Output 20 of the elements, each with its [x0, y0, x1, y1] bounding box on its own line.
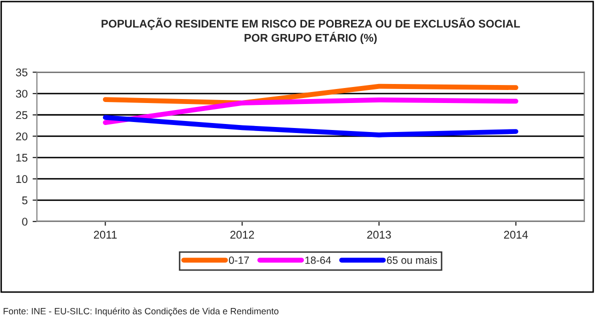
y-tick-label: 20	[16, 132, 28, 140]
y-tick-label: 35	[16, 68, 28, 76]
y-tick-label: 0	[22, 218, 28, 226]
chart-title: POPULAÇÃO RESIDENTE EM RISCO DE POBREZA OU DE EXCLUSÃO SOCIAL POR GRUPO ETÁRIO (%)	[102, 18, 520, 44]
y-tick-label: 10	[16, 175, 28, 183]
y-tick-label: 30	[16, 90, 28, 98]
line-series	[102, 115, 518, 138]
legend-label: 0-17	[228, 256, 249, 264]
source-note: Fonte: INE - EU-SILC: Inquérito às Condições de Vida e Rendimento	[4, 308, 278, 316]
y-tick-label: 25	[16, 111, 28, 120]
legend-label: 18-64	[305, 256, 331, 264]
x-tick-label: 2012	[230, 230, 254, 239]
x-tick-label: 2013	[367, 230, 391, 239]
y-tick-label: 5	[22, 196, 28, 204]
line-series	[102, 98, 518, 125]
x-tick-label: 2011	[94, 230, 117, 239]
line-series	[102, 84, 518, 106]
x-tick-label: 2014	[504, 230, 528, 239]
y-tick-label: 15	[16, 154, 28, 162]
legend-label: 65 ou mais	[386, 256, 438, 264]
